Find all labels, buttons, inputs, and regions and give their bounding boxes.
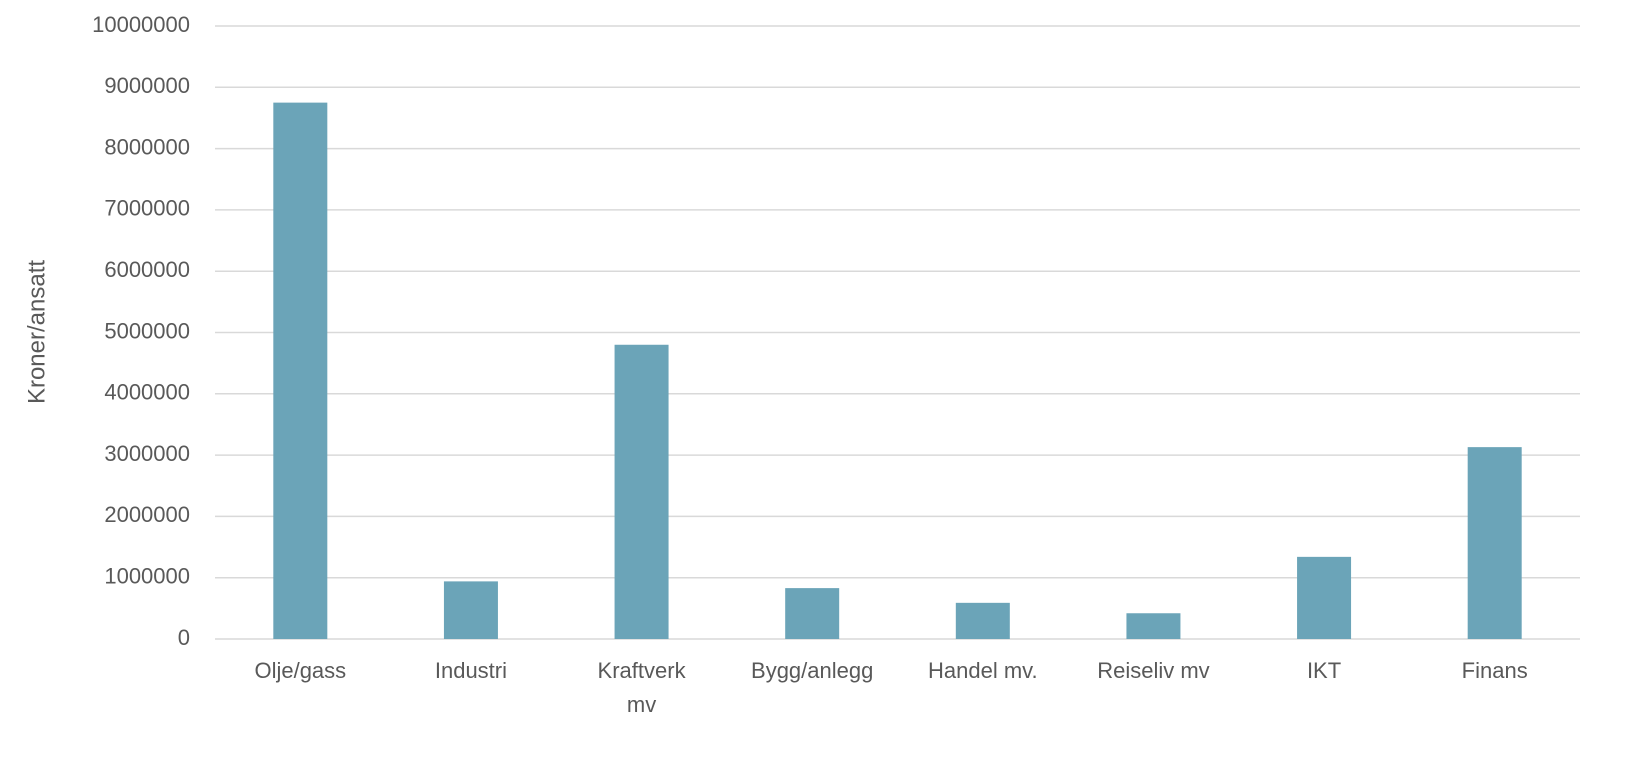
x-tick-label-line: mv <box>627 692 656 717</box>
x-tick-label: Bygg/anlegg <box>751 658 873 683</box>
y-tick-label: 0 <box>178 625 190 650</box>
bar <box>273 102 328 639</box>
bar <box>1297 556 1352 639</box>
y-tick-label: 4000000 <box>104 380 190 405</box>
x-tick-label: Kraftverk mv <box>598 658 687 717</box>
y-tick-label: 5000000 <box>104 318 190 343</box>
y-tick-label: 6000000 <box>104 257 190 282</box>
y-tick-label: 9000000 <box>104 73 190 98</box>
y-tick-label: 8000000 <box>104 134 190 159</box>
bar <box>1467 447 1522 639</box>
y-tick-label: 1000000 <box>104 564 190 589</box>
x-tick-label: Industri <box>435 658 507 683</box>
bar <box>1126 613 1181 639</box>
y-tick-label: 10000000 <box>92 12 190 37</box>
y-axis-title: Kroner/ansatt <box>23 260 50 404</box>
bar <box>443 581 498 639</box>
x-tick-label: Handel mv. <box>928 658 1038 683</box>
bar <box>614 344 669 639</box>
y-tick-label: 2000000 <box>104 502 190 527</box>
x-tick-label: Olje/gass <box>254 658 346 683</box>
y-tick-label: 3000000 <box>104 441 190 466</box>
x-tick-label: Reiseliv mv <box>1097 658 1209 683</box>
x-tick-label-line: Kraftverk <box>598 658 687 683</box>
bar <box>955 602 1010 639</box>
bar <box>785 588 840 639</box>
y-tick-label: 7000000 <box>104 196 190 221</box>
x-tick-label: IKT <box>1307 658 1341 683</box>
x-tick-label: Finans <box>1462 658 1528 683</box>
